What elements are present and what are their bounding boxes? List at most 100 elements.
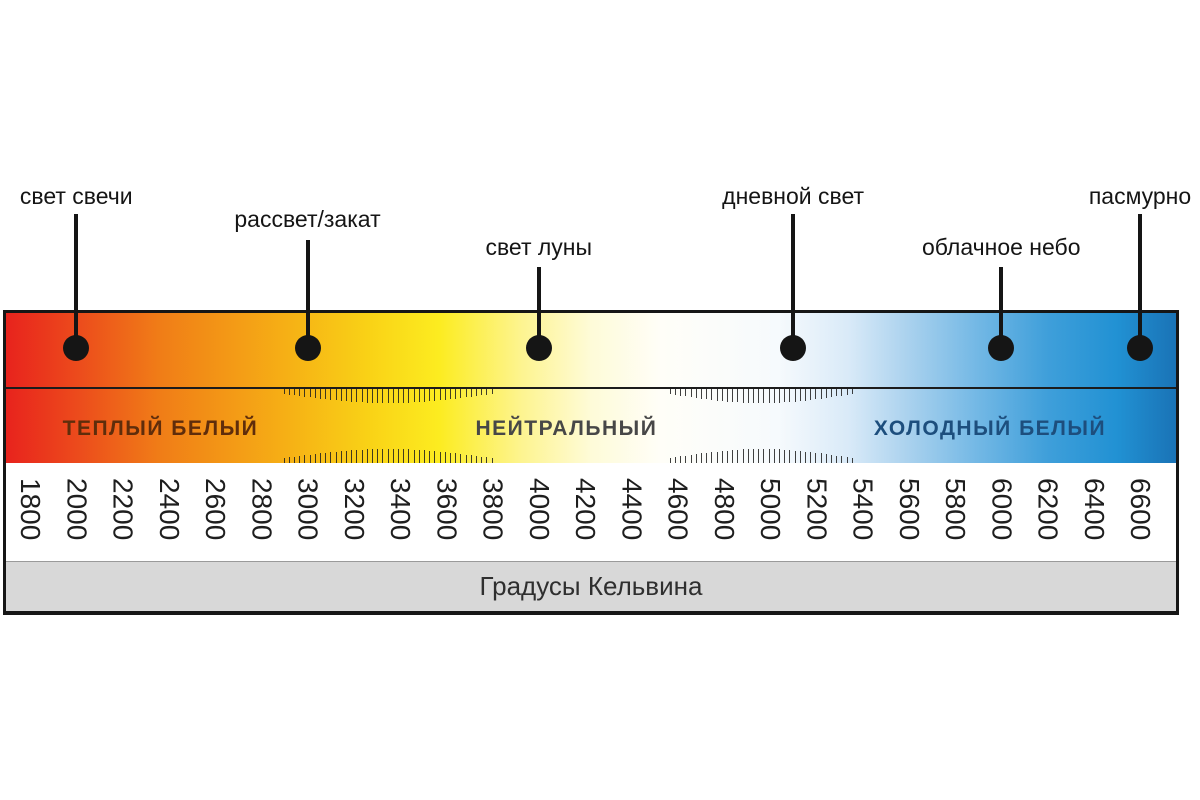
transition-tick	[424, 389, 426, 402]
transition-tick	[789, 450, 791, 463]
transition-tick	[721, 389, 723, 402]
transition-tick	[283, 389, 285, 394]
scale-value: 3800	[477, 478, 509, 541]
transition-tick	[294, 456, 296, 463]
transition-tick	[398, 449, 400, 463]
scale-value: 2200	[107, 478, 139, 541]
marker-label: дневной свет	[722, 183, 865, 209]
scale-value: 2400	[153, 478, 185, 541]
transition-tick	[784, 389, 786, 403]
scale-value: 5800	[940, 478, 971, 541]
transition-tick	[841, 389, 843, 396]
transition-tick	[299, 455, 301, 463]
transition-tick	[695, 454, 697, 463]
transition-tick	[690, 389, 692, 398]
transition-tick	[685, 455, 687, 463]
axis-title-bar: Градусы Кельвина	[6, 561, 1176, 611]
transition-tick	[470, 455, 472, 463]
transition-tick	[486, 457, 488, 463]
marker-label: свет луны	[485, 234, 593, 260]
transition-tick	[711, 452, 713, 463]
transition-tick	[439, 451, 441, 463]
transition-tick	[851, 389, 853, 394]
transition-tick	[408, 389, 410, 403]
transition-tick	[695, 389, 697, 398]
transition-tick	[335, 451, 337, 463]
transition-tick	[794, 450, 796, 463]
transition-tick	[434, 389, 436, 401]
marker-label: рассвет/закат	[234, 206, 381, 232]
transition-tick	[747, 389, 749, 403]
transition-tick	[721, 450, 723, 463]
band-separator-line	[6, 387, 1176, 389]
transition-tick	[742, 449, 744, 463]
scale-value: 5000	[755, 478, 786, 541]
transition-tick	[851, 458, 853, 463]
kelvin-scale: 1800 2000 2200 2400 2600 2800 3000 3200 3400 3600…	[6, 463, 1176, 561]
transition-tick	[403, 449, 405, 463]
transition-tick	[820, 453, 822, 463]
transition-tick	[773, 389, 775, 403]
transition-tick	[753, 389, 755, 403]
transition-tick	[450, 452, 452, 463]
scale-value: 4600	[662, 478, 694, 541]
transition-tick	[361, 389, 363, 403]
transition-tick	[737, 449, 739, 463]
scale-value: 6400	[1078, 478, 1110, 541]
transition-tick	[434, 451, 436, 463]
transition-tick	[460, 389, 462, 399]
transition-tick	[335, 389, 337, 401]
transition-tick	[799, 450, 801, 463]
scale-value: 4000	[523, 478, 555, 541]
transition-tick	[429, 450, 431, 463]
marker-label: пасмурно	[1088, 183, 1192, 209]
transition-tick	[314, 453, 316, 463]
transition-tick	[706, 452, 708, 463]
transition-tick	[690, 454, 692, 463]
transition-tick	[372, 449, 374, 463]
transition-tick	[361, 449, 363, 463]
transition-tick	[825, 389, 827, 398]
transition-tick	[732, 389, 734, 402]
transition-tick	[727, 450, 729, 463]
transition-tick	[372, 389, 374, 403]
zone-label-warm-white: ТЕПЛЫЙ БЕЛЫЙ	[62, 417, 259, 440]
transition-tick	[716, 389, 718, 401]
transition-tick	[810, 452, 812, 463]
marker-label: свет свечи	[19, 183, 133, 209]
transition-tick	[669, 458, 671, 463]
transition-tick	[429, 389, 431, 402]
scale-value: 4800	[708, 478, 740, 541]
scale-value: 3600	[431, 478, 463, 541]
transition-tick	[408, 449, 410, 463]
transition-tick	[330, 452, 332, 463]
transition-tick	[805, 389, 807, 401]
transition-tick	[486, 389, 488, 395]
transition-tick	[351, 450, 353, 463]
transition-tick	[680, 389, 682, 396]
transition-tick	[675, 457, 677, 463]
transition-tick	[768, 389, 770, 403]
transition-tick	[675, 389, 677, 395]
transition-tick	[465, 389, 467, 398]
transition-tick	[831, 389, 833, 398]
transition-tick	[444, 389, 446, 400]
transition-tick	[377, 389, 379, 403]
transition-tick	[283, 458, 285, 463]
transition-tick	[392, 389, 394, 403]
transition-tick	[356, 389, 358, 403]
transition-tick	[294, 389, 296, 396]
transition-tick	[304, 389, 306, 397]
transition-tick	[382, 449, 384, 463]
transition-tick	[727, 389, 729, 402]
transition-tick	[481, 456, 483, 463]
transition-tick	[398, 389, 400, 403]
transition-tick	[392, 449, 394, 463]
transition-tick	[413, 449, 415, 463]
transition-tick	[841, 456, 843, 463]
transition-tick	[742, 389, 744, 403]
transition-tick	[758, 449, 760, 463]
transition-tick	[491, 389, 493, 394]
transition-tick	[711, 389, 713, 400]
